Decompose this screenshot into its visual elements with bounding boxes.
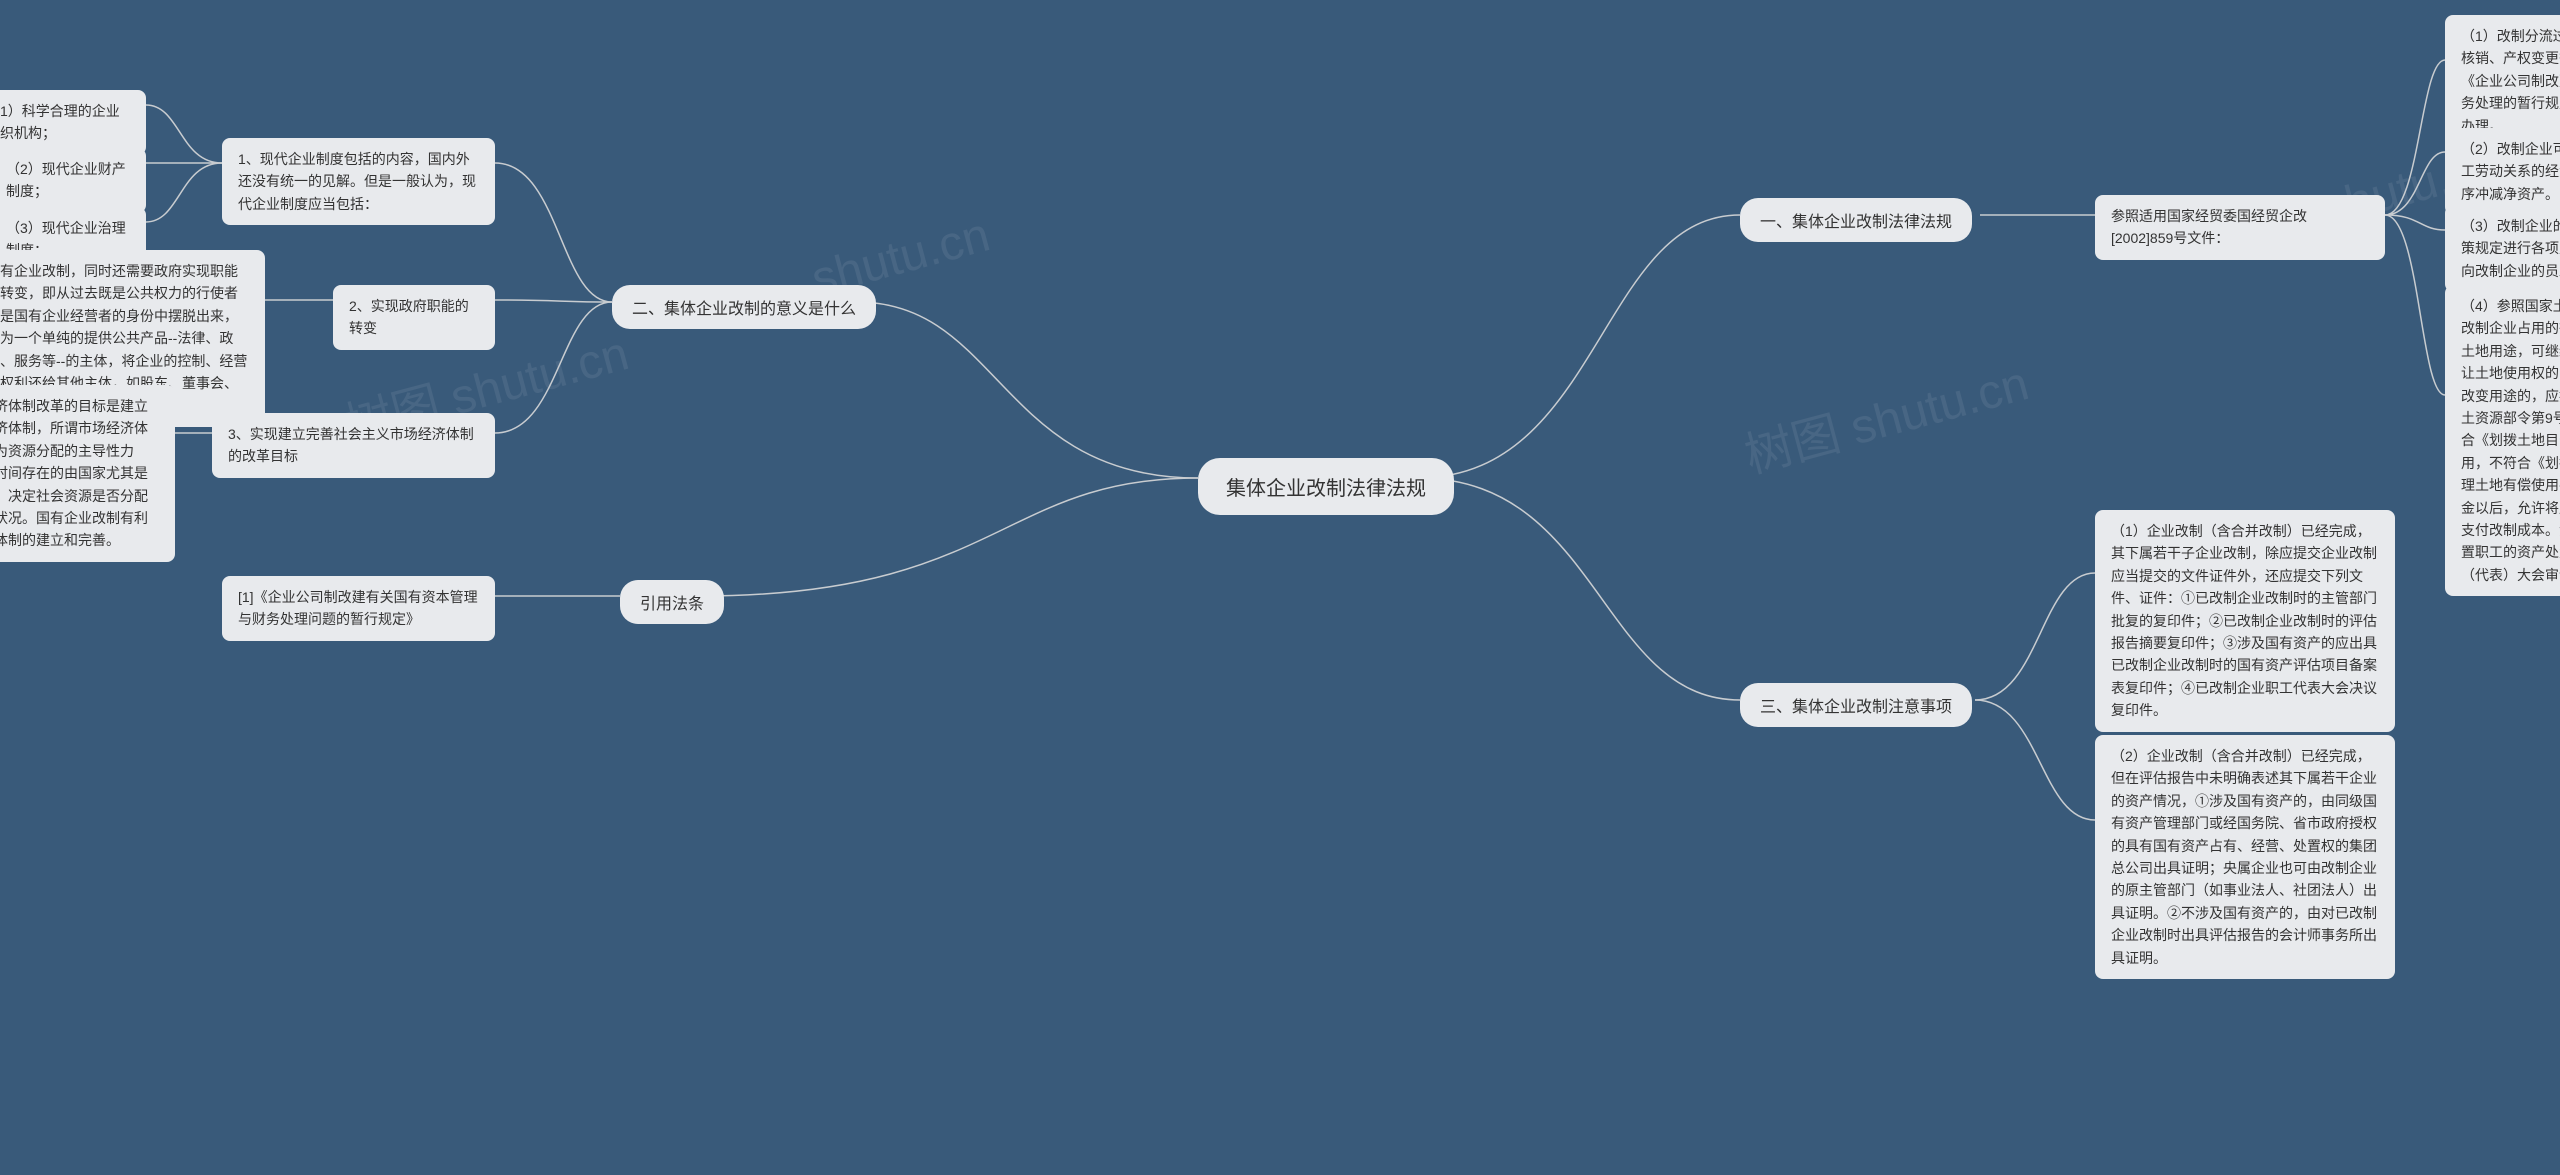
root-node: 集体企业改制法律法规 <box>1198 458 1454 515</box>
branch-ref: 引用法条 <box>620 580 724 624</box>
watermark: 树图 shutu.cn <box>1736 344 2035 487</box>
branch-three-leaf-1: （1）企业改制（含合并改制）已经完成，其下属若干子企业改制，除应提交企业改制应当… <box>2095 510 2395 732</box>
branch-one-leaf-2: （2）改制企业可用企业净资产支付解除职工劳动关系的经济补偿金等，并按规定程序冲减… <box>2445 128 2560 215</box>
branch-three: 三、集体企业改制注意事项 <box>1740 683 1972 727</box>
branch-two: 二、集体企业改制的意义是什么 <box>612 285 876 329</box>
branch-one-leaf-3: （3）改制企业的净资产可参照国企有关政策规定进行各项支付和预留，剩余部分可向改制… <box>2445 205 2560 292</box>
branch-two-sub1: 1、现代企业制度包括的内容，国内外还没有统一的见解。但是一般认为，现代企业制度应… <box>222 138 495 225</box>
branch-three-leaf-2: （2）企业改制（含合并改制）已经完成，但在评估报告中未明确表述其下属若干企业的资… <box>2095 735 2395 979</box>
branch-two-sub1-leaf1: （1）科学合理的企业组织机构； <box>0 90 146 155</box>
branch-ref-leaf: [1]《企业公司制改建有关国有资本管理与财务处理问题的暂行规定》 <box>222 576 495 641</box>
branch-two-sub2: 2、实现政府职能的转变 <box>333 285 495 350</box>
branch-one-leaf-4: （4）参照国家土地管理的有关法律法规，改制企业占用的行政划拨土地，只要不改变土地… <box>2445 285 2560 596</box>
branch-two-sub3: 3、实现建立完善社会主义市场经济体制的改革目标 <box>212 413 495 478</box>
branch-one: 一、集体企业改制法律法规 <box>1740 198 1972 242</box>
branch-one-sub: 参照适用国家经贸委国经贸企改[2002]859号文件： <box>2095 195 2385 260</box>
branch-two-sub1-leaf2: （2）现代企业财产制度； <box>0 148 146 213</box>
branch-two-sub3-leaf: 我国现阶段的经济体制改革的目标是建立社会主义市场经济体制，所谓市场经济体制是指由… <box>0 385 175 562</box>
